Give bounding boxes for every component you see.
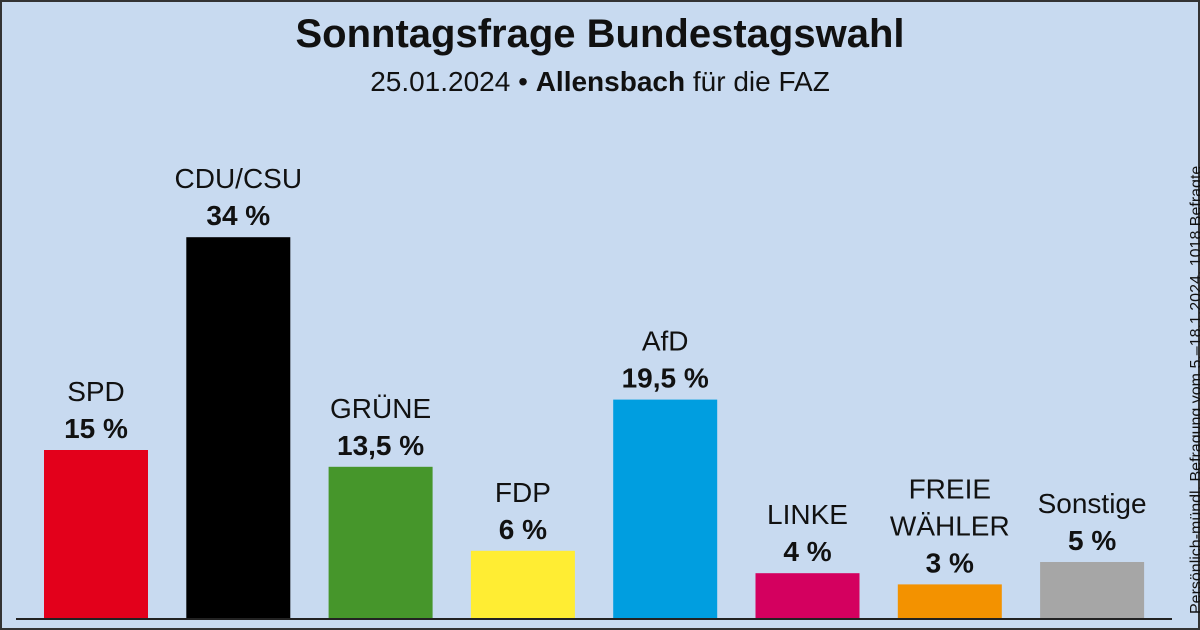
- category-label-fdp: FDP: [495, 477, 551, 508]
- category-label-spd: SPD: [67, 376, 125, 407]
- category-label-linke: LINKE: [767, 499, 848, 530]
- category-label-freie-wähler: WÄHLER: [890, 510, 1010, 541]
- chart-title: Sonntagsfrage Bundestagswahl: [295, 12, 905, 56]
- bar-freie-wähler: [897, 584, 1002, 618]
- category-label-afd: AfD: [642, 326, 689, 357]
- value-label-freie-wähler: 3 %: [926, 547, 974, 578]
- category-label-sonstige: Sonstige: [1038, 488, 1147, 519]
- poll-institute: Allensbach: [535, 66, 686, 97]
- category-label-freie-wähler: FREIE: [909, 473, 991, 504]
- bar-sonstige: [1040, 562, 1145, 618]
- bar-spd: [44, 450, 148, 618]
- bar-linke: [755, 573, 860, 618]
- bar-afd: [613, 399, 718, 618]
- separator-bullet: •: [518, 66, 528, 97]
- category-label-grüne: GRÜNE: [330, 393, 431, 424]
- value-label-afd: 19,5 %: [622, 363, 709, 394]
- poll-client: für die FAZ: [692, 66, 830, 97]
- value-label-grüne: 13,5 %: [337, 430, 424, 461]
- value-label-spd: 15 %: [64, 413, 128, 444]
- poll-date: 25.01.2024: [370, 66, 511, 97]
- bar-grüne: [328, 466, 433, 618]
- value-label-sonstige: 5 %: [1068, 525, 1116, 556]
- bars-group: 15 % SPD 34 % CDU/CSU 13,5 % GRÜNE 6 % FDP 19,5 …: [44, 163, 1147, 618]
- category-label-cdu-csu: CDU/CSU: [175, 163, 303, 194]
- value-label-cdu-csu: 34 %: [206, 200, 270, 231]
- value-label-linke: 4 %: [783, 536, 831, 567]
- value-label-fdp: 6 %: [499, 514, 547, 545]
- bar-cdu-csu: [186, 237, 291, 618]
- bar-fdp: [470, 550, 575, 618]
- chart-subtitle: 25.01.2024 • Allensbach für die FAZ: [0, 66, 1200, 98]
